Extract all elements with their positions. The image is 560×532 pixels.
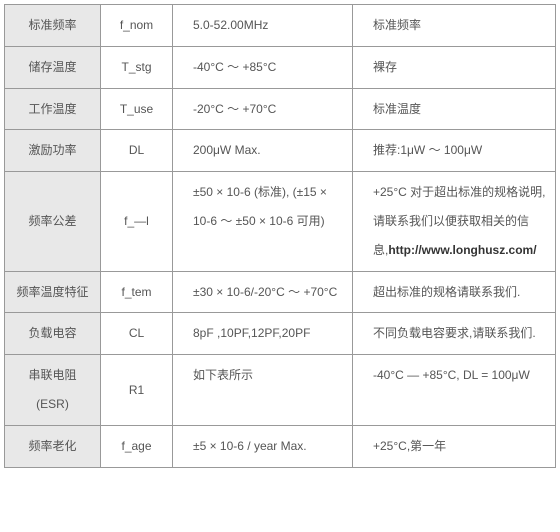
symbol-cell: R1 [101,355,173,426]
table-row: 工作温度 T_use -20°C ～ +70°C 标准温度 [5,88,556,130]
symbol-cell: f_—l [101,172,173,271]
value-cell: 8pF ,10PF,12PF,20PF [173,313,353,355]
value-cell: ±5 × 10-6 / year Max. [173,425,353,467]
note-cell: 不同负载电容要求,请联系我们. [353,313,556,355]
value-cell: -40°C ～ +85°C [173,46,353,88]
note-cell: -40°C — +85°C, DL = 100μW [353,355,556,426]
value-cell: 5.0-52.00MHz [173,5,353,47]
value-cell: 如下表所示 [173,355,353,426]
symbol-cell: f_age [101,425,173,467]
label-cell: 激励功率 [5,130,101,172]
table-row: 频率温度特征 f_tem ±30 × 10-6/-20°C ～ +70°C 超出… [5,271,556,313]
symbol-cell: f_tem [101,271,173,313]
table-row: 标准频率 f_nom 5.0-52.00MHz 标准频率 [5,5,556,47]
label-cell: 储存温度 [5,46,101,88]
note-cell: 裸存 [353,46,556,88]
note-cell: 标准频率 [353,5,556,47]
value-cell: ±50 × 10-6 (标准), (±15 × 10-6 ～ ±50 × 10-… [173,172,353,271]
symbol-cell: DL [101,130,173,172]
value-cell: ±30 × 10-6/-20°C ～ +70°C [173,271,353,313]
label-cell: 负载电容 [5,313,101,355]
table-row: 负载电容 CL 8pF ,10PF,12PF,20PF 不同负载电容要求,请联系… [5,313,556,355]
symbol-cell: T_stg [101,46,173,88]
note-cell: 超出标准的规格请联系我们. [353,271,556,313]
label-cell: 频率老化 [5,425,101,467]
label-cell: 标准频率 [5,5,101,47]
note-cell: 推荐:1μW ～ 100μW [353,130,556,172]
symbol-cell: T_use [101,88,173,130]
symbol-cell: f_nom [101,5,173,47]
label-cell: 频率温度特征 [5,271,101,313]
symbol-cell: CL [101,313,173,355]
label-cell: 频率公差 [5,172,101,271]
table-row: 串联电阻(ESR) R1 如下表所示 -40°C — +85°C, DL = 1… [5,355,556,426]
note-cell: 标准温度 [353,88,556,130]
spec-table: 标准频率 f_nom 5.0-52.00MHz 标准频率 储存温度 T_stg … [4,4,556,468]
value-cell: -20°C ～ +70°C [173,88,353,130]
note-cell: +25°C 对于超出标准的规格说明, 请联系我们以便获取相关的信息,http:/… [353,172,556,271]
table-row: 储存温度 T_stg -40°C ～ +85°C 裸存 [5,46,556,88]
table-row: 频率公差 f_—l ±50 × 10-6 (标准), (±15 × 10-6 ～… [5,172,556,271]
table-row: 频率老化 f_age ±5 × 10-6 / year Max. +25°C,第… [5,425,556,467]
label-cell: 串联电阻(ESR) [5,355,101,426]
value-cell: 200μW Max. [173,130,353,172]
label-cell: 工作温度 [5,88,101,130]
table-row: 激励功率 DL 200μW Max. 推荐:1μW ～ 100μW [5,130,556,172]
note-cell: +25°C,第一年 [353,425,556,467]
